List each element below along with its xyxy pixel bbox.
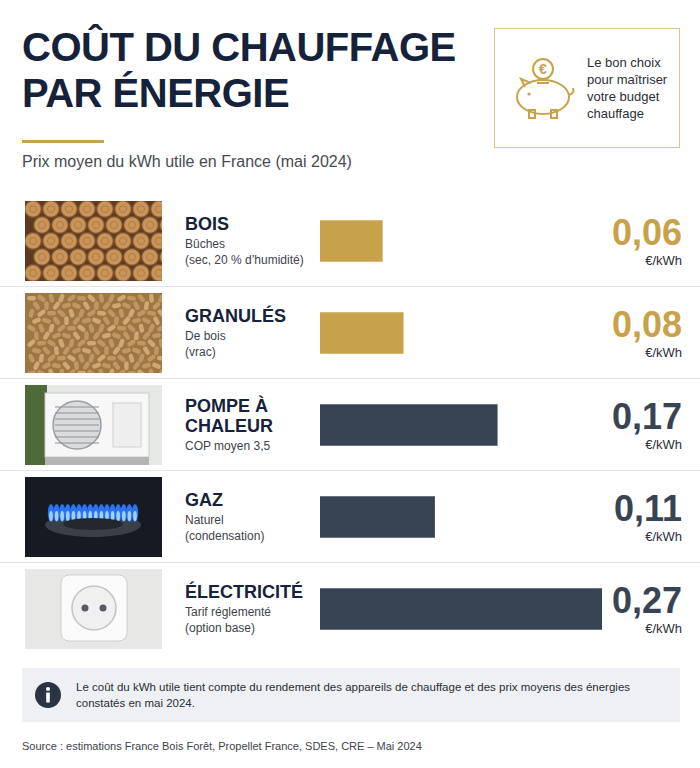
html-text:€/kWh: €/kWh <box>645 437 682 452</box>
html-text:GAZ: GAZ <box>185 490 223 510</box>
html-text:(condensation): (condensation) <box>185 529 265 543</box>
html-text:€/kWh: €/kWh <box>645 345 682 360</box>
html-text:(option base): (option base) <box>185 621 255 635</box>
html-text:0,08: 0,08 <box>611 304 682 345</box>
html-text:0,17: 0,17 <box>611 396 682 437</box>
html-text:COÛT DU CHAUFFAGE PAR ÉNERGIE: COÛT DU CHAUFFAGE PAR ÉNERGIE <box>22 25 456 115</box>
html-text:€/kWh: €/kWh <box>645 253 682 268</box>
html-text:0,11: 0,11 <box>613 488 682 529</box>
html-text:Le bon choix pour maîtriser vo: Le bon choix pour maîtriser votre budget… <box>587 55 668 121</box>
html-text:POMPE À CHALEUR: POMPE À CHALEUR <box>185 396 273 436</box>
html-text:Bûches: Bûches <box>185 237 225 251</box>
html-text:(vrac): (vrac) <box>185 345 216 359</box>
html-text:Prix moyen du kWh utile en Fra: Prix moyen du kWh utile en France (mai 2… <box>22 153 352 170</box>
svg-text:€: € <box>539 61 547 77</box>
html-text:€/kWh: €/kWh <box>645 529 682 544</box>
html-text:0,06: 0,06 <box>611 212 682 253</box>
html-text:COP moyen 3,5: COP moyen 3,5 <box>185 439 271 453</box>
html-text:BOIS: BOIS <box>185 214 229 234</box>
html-text:Tarif réglementé: Tarif réglementé <box>185 605 271 619</box>
html-text:GRANULÉS: GRANULÉS <box>185 306 286 326</box>
html-text:ÉLECTRICITÉ: ÉLECTRICITÉ <box>185 582 303 602</box>
html-text:Naturel: Naturel <box>185 513 224 527</box>
html-text:Le coût du kWh utile tient com: Le coût du kWh utile tient compte du ren… <box>76 681 630 709</box>
html-text:De bois: De bois <box>185 329 226 343</box>
html-text:€/kWh: €/kWh <box>645 621 682 636</box>
html-text:0,27: 0,27 <box>611 580 682 621</box>
html-text:Source : estimations France Bo: Source : estimations France Bois Forêt, … <box>22 740 422 752</box>
html-text:(sec, 20 % d’humidité): (sec, 20 % d’humidité) <box>185 253 304 267</box>
